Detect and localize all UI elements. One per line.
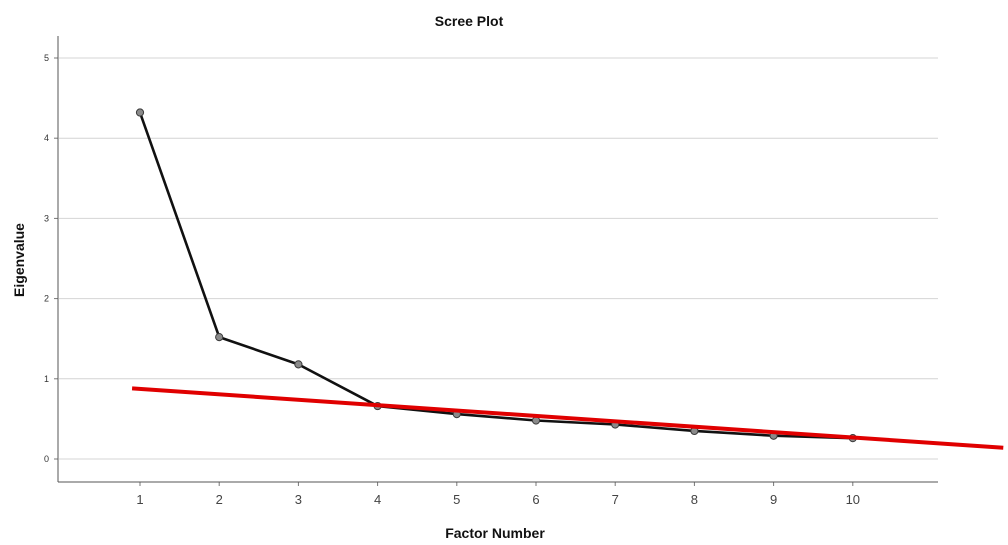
y-tick-label: 5 (44, 53, 49, 63)
y-tick-label: 2 (44, 294, 49, 304)
chart-title: Scree Plot (435, 13, 504, 29)
x-tick-label: 10 (846, 492, 860, 507)
x-tick-label: 4 (374, 492, 381, 507)
trend-line (131, 386, 1004, 450)
x-axis-title: Factor Number (445, 525, 545, 541)
x-tick-label: 2 (216, 492, 223, 507)
series-line (138, 111, 855, 440)
y-tick-label: 4 (44, 133, 49, 143)
eigenvalue-series (135, 108, 857, 443)
x-tick-label: 5 (453, 492, 460, 507)
x-tick-label: 6 (532, 492, 539, 507)
y-axis-ticks: 0 1 2 3 4 5 (44, 53, 58, 464)
y-tick-label: 0 (44, 454, 49, 464)
data-point (215, 332, 224, 342)
data-point (294, 360, 303, 369)
data-point (135, 108, 145, 117)
x-tick-label: 8 (691, 492, 698, 507)
trend-annotation (131, 386, 1004, 450)
x-tick-label: 1 (136, 492, 143, 507)
y-tick-label: 1 (44, 374, 49, 384)
y-axis-title: Eigenvalue (11, 223, 27, 297)
x-tick-label: 7 (612, 492, 619, 507)
x-tick-label: 3 (295, 492, 302, 507)
x-tick-label: 9 (770, 492, 777, 507)
x-axis-ticks: 1 2 3 4 5 6 7 8 9 10 (136, 482, 860, 507)
y-tick-label: 3 (44, 213, 49, 223)
